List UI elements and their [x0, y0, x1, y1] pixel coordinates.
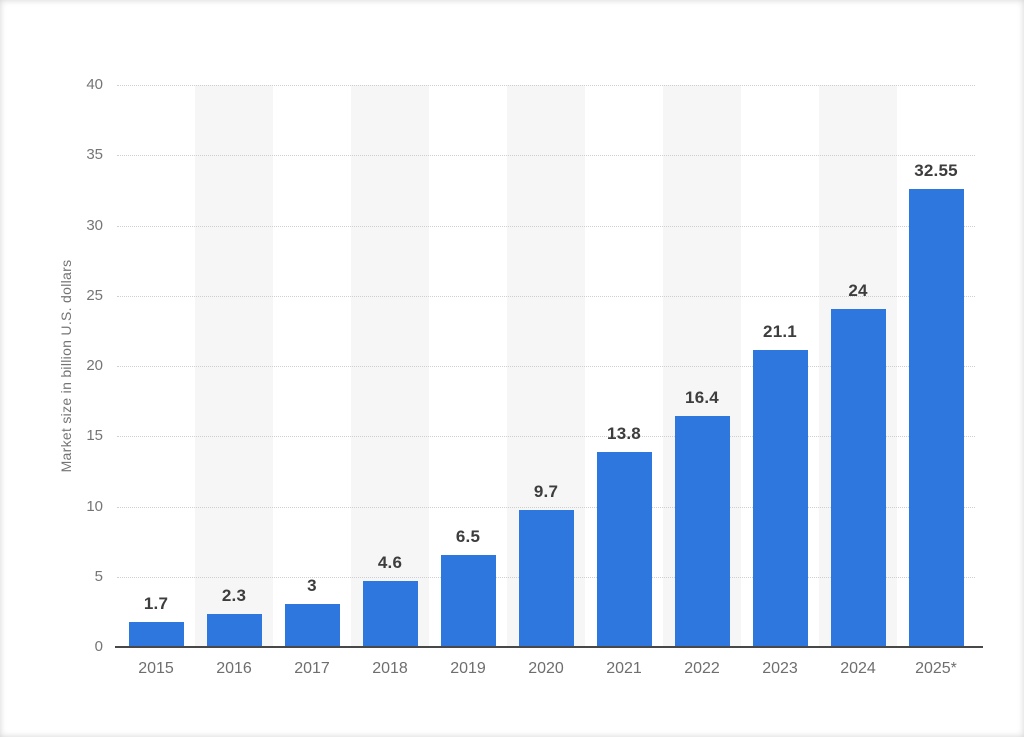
bar-value-2022: 16.4 — [685, 387, 719, 407]
bar-2019[interactable] — [440, 554, 496, 646]
gridline-20 — [117, 366, 975, 367]
bar-2025*[interactable] — [908, 188, 964, 646]
y-tick-label-0: 0 — [94, 638, 103, 655]
bar-value-2017: 3 — [307, 575, 317, 595]
x-axis-label-2020: 2020 — [528, 660, 564, 677]
x-axis-label-2025*: 2025* — [915, 660, 957, 677]
bar-2021[interactable] — [596, 452, 652, 646]
bar-2018[interactable] — [362, 581, 418, 646]
bar-value-2016: 2.3 — [221, 585, 247, 605]
y-tick-label-25: 25 — [86, 286, 103, 304]
gridline-15 — [117, 436, 975, 438]
bar-2022[interactable] — [674, 415, 730, 646]
x-axis-label-2018: 2018 — [372, 660, 408, 677]
x-axis-label-2019: 2019 — [450, 660, 486, 677]
gridline-30 — [117, 225, 975, 227]
y-tick-label-15: 15 — [86, 427, 103, 445]
bar-2015[interactable] — [128, 622, 184, 646]
gridline-25 — [117, 295, 975, 297]
x-axis-label-2021: 2021 — [606, 660, 642, 677]
gridline-35 — [117, 155, 975, 157]
plot-area: 1.7 2.3 3 4.6 6.5 9.7 13.8 16.4 21.1 24 32.55 — [115, 85, 983, 648]
x-axis-label-2016: 2016 — [216, 660, 252, 677]
y-tick-label-5: 5 — [94, 567, 103, 585]
bar-value-2018: 4.6 — [377, 553, 403, 573]
bar-value-2019: 6.5 — [455, 526, 481, 546]
bar-2017[interactable] — [284, 603, 340, 646]
y-tick-label-10: 10 — [86, 497, 103, 515]
bar-value-2024: 24 — [848, 280, 868, 300]
x-axis-label-2023: 2023 — [762, 660, 798, 677]
bar-2023[interactable] — [752, 349, 808, 646]
x-axis-label-2022: 2022 — [684, 660, 720, 677]
x-axis-label-2015: 2015 — [138, 660, 174, 677]
y-tick-label-35: 35 — [86, 146, 103, 164]
bar-value-2015: 1.7 — [143, 594, 169, 614]
y-tick-label-40: 40 — [86, 76, 103, 93]
gridline-10 — [117, 506, 975, 508]
bar-2016[interactable] — [206, 613, 262, 646]
bar-value-2021: 13.8 — [607, 424, 641, 444]
bar-2020[interactable] — [518, 509, 574, 646]
bar-2024[interactable] — [830, 308, 886, 646]
bar-value-2020: 9.7 — [533, 481, 559, 501]
x-axis-label-2024: 2024 — [840, 660, 876, 677]
bar-value-2025*: 32.55 — [914, 160, 958, 180]
bar-value-2023: 21.1 — [763, 321, 797, 341]
y-tick-label-30: 30 — [86, 216, 103, 234]
x-axis-line — [115, 646, 983, 648]
y-tick-label-20: 20 — [86, 357, 103, 374]
x-axis-label-2017: 2017 — [294, 660, 330, 677]
gridline-40 — [117, 85, 975, 86]
